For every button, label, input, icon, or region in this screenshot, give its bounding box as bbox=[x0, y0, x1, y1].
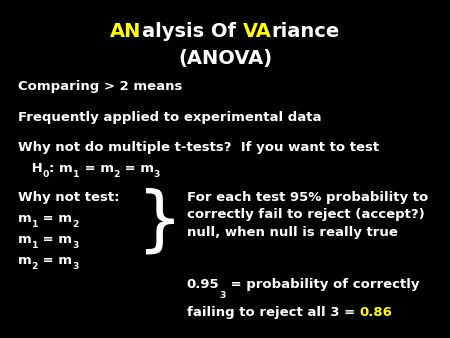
Text: (ANOVA): (ANOVA) bbox=[178, 49, 272, 68]
Text: Why not do multiple t-tests?  If you want to test: Why not do multiple t-tests? If you want… bbox=[18, 141, 379, 154]
Text: m: m bbox=[18, 254, 32, 267]
Text: 1: 1 bbox=[32, 241, 38, 250]
Text: alysis Of: alysis Of bbox=[142, 22, 243, 41]
Text: 3: 3 bbox=[72, 241, 79, 250]
Text: 1: 1 bbox=[32, 220, 38, 229]
Text: = m: = m bbox=[120, 162, 154, 175]
Text: 1: 1 bbox=[73, 170, 80, 179]
Text: m: m bbox=[18, 212, 32, 225]
Text: = m: = m bbox=[38, 233, 72, 246]
Text: 2: 2 bbox=[32, 262, 38, 271]
Text: riance: riance bbox=[271, 22, 340, 41]
Text: VA: VA bbox=[243, 22, 271, 41]
Text: }: } bbox=[137, 188, 183, 257]
Text: : m: : m bbox=[49, 162, 73, 175]
Text: 3: 3 bbox=[154, 170, 160, 179]
Text: = m: = m bbox=[38, 212, 72, 225]
Text: failing to reject all 3 =: failing to reject all 3 = bbox=[187, 306, 360, 318]
Text: 3: 3 bbox=[72, 262, 78, 271]
Text: 2: 2 bbox=[113, 170, 120, 179]
Text: Comparing > 2 means: Comparing > 2 means bbox=[18, 80, 182, 93]
Text: 0.95: 0.95 bbox=[187, 278, 220, 291]
Text: 3: 3 bbox=[220, 291, 226, 300]
Text: = probability of correctly: = probability of correctly bbox=[226, 278, 419, 291]
Text: Frequently applied to experimental data: Frequently applied to experimental data bbox=[18, 111, 321, 124]
Text: AN: AN bbox=[110, 22, 142, 41]
Text: 2: 2 bbox=[72, 220, 79, 229]
Text: m: m bbox=[18, 233, 32, 246]
Text: = m: = m bbox=[80, 162, 113, 175]
Text: For each test 95% probability to
correctly fail to reject (accept?)
null, when n: For each test 95% probability to correct… bbox=[187, 191, 428, 239]
Text: 0: 0 bbox=[43, 170, 49, 179]
Text: 0.86: 0.86 bbox=[360, 306, 392, 318]
Text: Why not test:: Why not test: bbox=[18, 191, 120, 204]
Text: = m: = m bbox=[38, 254, 72, 267]
Text: H: H bbox=[27, 162, 43, 175]
